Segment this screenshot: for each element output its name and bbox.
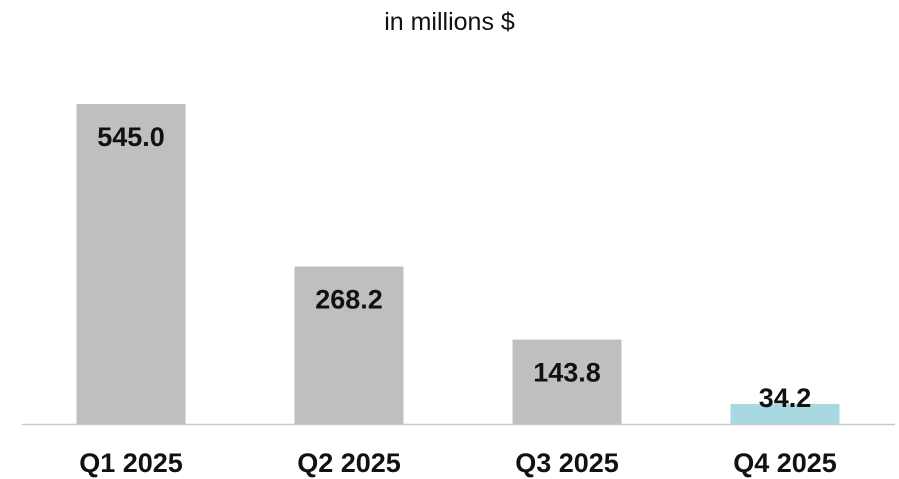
bar-q4-2025: [730, 403, 840, 424]
bar-q1-2025: [76, 104, 186, 424]
data-label: 143.8: [533, 358, 601, 388]
data-label: 34.2: [759, 383, 812, 413]
x-tick-label: Q2 2025: [297, 448, 401, 478]
x-tick-label: Q3 2025: [515, 448, 619, 478]
data-label: 545.0: [97, 122, 165, 152]
chart-subtitle: in millions $: [384, 8, 515, 36]
x-tick-label: Q1 2025: [79, 448, 183, 478]
data-label: 268.2: [315, 285, 383, 315]
x-tick-label: Q4 2025: [733, 448, 837, 478]
bar-q2-2025: [294, 266, 404, 424]
bar-q3-2025: [512, 339, 622, 424]
